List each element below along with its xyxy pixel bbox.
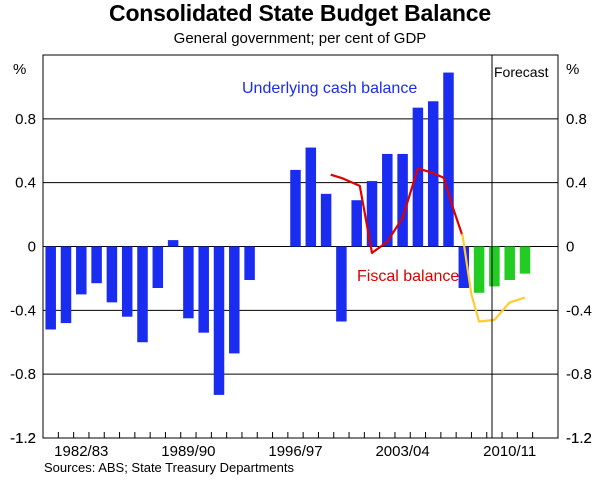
y-tick-label-left: 0.8	[15, 111, 36, 128]
cash-balance-bar	[45, 246, 56, 330]
bars-group	[45, 72, 531, 395]
cash-balance-bar	[366, 181, 378, 247]
y-axis-unit-left: %	[13, 61, 26, 78]
y-tick-label-right: -0.8	[566, 366, 592, 383]
cash-balance-bar	[397, 153, 408, 247]
y-tick-label-right: -0.4	[566, 302, 592, 319]
y-tick-label-right: 0.4	[566, 175, 587, 192]
forecast-bar	[504, 246, 515, 281]
y-tick-label-right: 0.8	[566, 111, 587, 128]
x-tick-label: 2010/11	[483, 443, 536, 460]
cash-balance-bar	[336, 246, 347, 322]
x-tick-label: 1982/83	[54, 443, 108, 460]
y-tick-label-left: -1.2	[10, 430, 36, 447]
x-tick-label: 2003/04	[375, 443, 429, 460]
cash-balance-bar	[458, 246, 470, 288]
y-tick-label-left: 0	[28, 239, 36, 256]
y-axis-unit-right: %	[566, 61, 579, 78]
y-tick-label-left: 0.4	[15, 175, 36, 192]
fiscal-balance-line	[330, 167, 464, 254]
cash-balance-bar	[121, 246, 133, 317]
cash-balance-bar	[137, 246, 148, 343]
forecast-bar	[489, 246, 500, 287]
y-tick-label-left: -1.2	[10, 430, 36, 447]
y-tick-label-right: -1.2	[566, 430, 592, 447]
cash-balance-bar	[290, 169, 301, 247]
cash-balance-bar	[305, 147, 317, 247]
cash-balance-bar	[198, 246, 209, 333]
cash-balance-bar	[351, 200, 362, 247]
cash-balance-bar	[229, 246, 240, 354]
cash-balance-bar	[106, 246, 118, 303]
cash-balance-bar	[443, 72, 454, 247]
ticks-group: -1.2 -1.2-0.8 -0.8-0.4 -0.40 00.4 0.40.8 0.8-1…	[10, 111, 592, 460]
x-tick-label: 1989/90	[161, 443, 215, 460]
x-tick-label: 1996/97	[268, 443, 322, 460]
cash-balance-bar	[76, 246, 87, 295]
annotation-fiscal-balance: Fiscal balance	[357, 268, 459, 285]
cash-balance-bar	[60, 246, 72, 324]
cash-balance-bar	[167, 240, 179, 247]
cash-balance-bar	[244, 246, 255, 281]
forecast-bar	[519, 246, 531, 274]
cash-balance-bar	[152, 246, 164, 288]
forecast-bar	[473, 246, 485, 293]
cash-balance-bar	[183, 246, 194, 319]
y-tick-label-right: 0	[566, 239, 574, 256]
cash-balance-bar	[320, 193, 332, 247]
chart-subtitle: General government; per cent of GDP	[173, 30, 427, 47]
fiscal-balance-forecast-line	[461, 233, 526, 323]
annotation-cash-balance: Underlying cash balance	[242, 80, 417, 97]
y-tick-label-left: -0.8	[10, 366, 36, 383]
cash-balance-bar	[91, 246, 102, 284]
cash-balance-bar	[412, 107, 424, 247]
y-tick-label-left: -0.4	[10, 302, 36, 319]
cash-balance-bar	[213, 246, 225, 395]
lines-group	[330, 167, 526, 323]
forecast-label: Forecast	[494, 64, 549, 80]
chart-title: Consolidated State Budget Balance	[109, 0, 491, 26]
y-tick-label-right: -1.2	[566, 430, 592, 447]
source-note: Sources: ABS; State Treasury Departments	[44, 460, 295, 475]
cash-balance-bar	[382, 153, 393, 247]
